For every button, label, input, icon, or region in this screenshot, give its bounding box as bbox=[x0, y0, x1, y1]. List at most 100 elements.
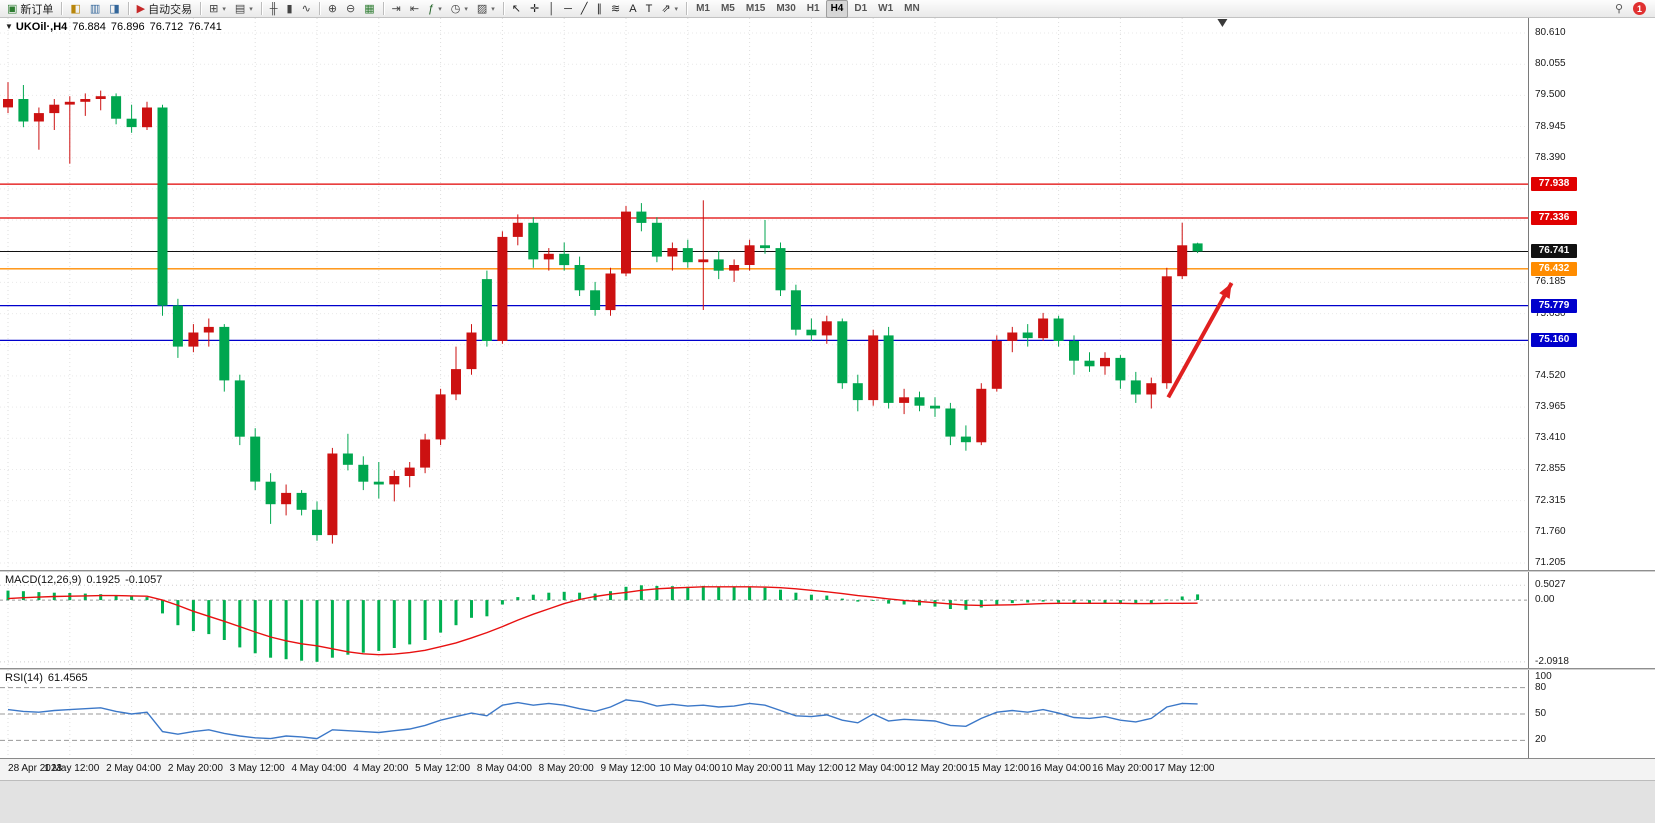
candle-body bbox=[1161, 276, 1172, 384]
time-axis-label: 1 May 12:00 bbox=[44, 763, 100, 774]
data-window-icon: ▥ bbox=[89, 2, 101, 15]
price-scale-label: 76.185 bbox=[1535, 276, 1566, 288]
clock-icon: ◷ bbox=[450, 2, 461, 15]
pane-separator[interactable] bbox=[0, 668, 1655, 670]
macd-histogram-bar bbox=[470, 600, 473, 618]
timeframe-m5[interactable]: M5 bbox=[716, 0, 740, 18]
macd-histogram-bar bbox=[145, 597, 149, 601]
price-scale[interactable]: 80.61080.05579.50078.94578.39077.83577.2… bbox=[1528, 18, 1655, 758]
macd-indicator-pane[interactable]: MACD(12,26,9) 0.1925 -0.1057 bbox=[0, 572, 1528, 668]
time-axis-label: 9 May 12:00 bbox=[600, 763, 656, 774]
periods-button[interactable]: ◷ ▾ bbox=[447, 0, 472, 18]
cursor-button[interactable]: ↖ bbox=[508, 0, 525, 18]
timeframe-h4-label: H4 bbox=[830, 3, 844, 14]
pane-separator[interactable] bbox=[0, 570, 1655, 572]
trendline-button[interactable]: ╱ bbox=[577, 0, 592, 18]
arrow-annotation-head[interactable] bbox=[1219, 283, 1232, 299]
time-axis-label: 12 May 04:00 bbox=[844, 763, 906, 774]
tile-windows-button[interactable]: ▦ bbox=[360, 0, 378, 18]
candle-body bbox=[157, 107, 168, 306]
macd-scale-label: 0.00 bbox=[1535, 594, 1555, 606]
toolbar-group: ◧ ▥ ◨ bbox=[66, 0, 123, 18]
notification-badge[interactable]: 1 bbox=[1633, 2, 1646, 15]
horizontal-line-button[interactable]: ─ bbox=[560, 0, 576, 18]
search-button[interactable]: ⚲ bbox=[1611, 0, 1627, 18]
candle-body bbox=[373, 481, 384, 485]
candlestick-chart-canvas[interactable] bbox=[0, 18, 1528, 570]
timeframe-m30[interactable]: M30 bbox=[771, 0, 800, 18]
new-order-button[interactable]: ▣ 新订单 bbox=[3, 0, 57, 18]
dropdown-arrow-icon[interactable]: ▾ bbox=[674, 5, 679, 13]
arrow-annotation[interactable] bbox=[1166, 282, 1234, 399]
timeframe-h1[interactable]: H1 bbox=[802, 0, 825, 18]
fibonacci-button[interactable]: ≋ bbox=[607, 0, 624, 18]
one-click-trading-arrow-icon[interactable]: ▼ bbox=[5, 22, 13, 31]
timeframe-w1-label: W1 bbox=[878, 3, 894, 14]
dropdown-arrow-icon[interactable]: ▾ bbox=[249, 5, 253, 13]
timeframe-w1[interactable]: W1 bbox=[873, 0, 898, 18]
macd-name: MACD(12,26,9) bbox=[5, 574, 82, 586]
candle-body bbox=[1053, 318, 1064, 341]
candle-body bbox=[698, 259, 709, 263]
profiles-button[interactable]: ▤ ▾ bbox=[231, 0, 257, 18]
time-axis[interactable]: 28 Apr 2023 1 May 12:00 2 May 04:00 2 May 2… bbox=[0, 758, 1655, 780]
chart-shift-icon: ⇤ bbox=[409, 2, 420, 15]
text-button[interactable]: A bbox=[625, 0, 640, 18]
dropdown-arrow-icon[interactable]: ▾ bbox=[438, 5, 442, 13]
text-label-button[interactable]: T bbox=[642, 0, 657, 18]
timeframe-mn[interactable]: MN bbox=[899, 0, 925, 18]
templates-button[interactable]: ▨ ▾ bbox=[473, 0, 499, 18]
macd-histogram-bar bbox=[763, 587, 767, 601]
candlestick-chart-button[interactable]: ▮ bbox=[283, 0, 297, 18]
candle-body bbox=[296, 492, 307, 510]
rsi-chart-canvas[interactable] bbox=[0, 670, 1528, 758]
dropdown-arrow-icon[interactable]: ▾ bbox=[464, 5, 468, 13]
candle-body bbox=[1146, 383, 1157, 395]
dropdown-arrow-icon[interactable]: ▾ bbox=[222, 5, 226, 13]
indicators-button[interactable]: ƒ ▾ bbox=[424, 0, 446, 18]
data-window-button[interactable]: ▥ bbox=[86, 0, 104, 18]
candle-body bbox=[512, 222, 523, 237]
price-scale-label: 73.965 bbox=[1535, 401, 1566, 413]
candle-body bbox=[651, 222, 662, 257]
auto-scroll-button[interactable]: ⇥ bbox=[388, 0, 405, 18]
dropdown-arrow-icon[interactable]: ▾ bbox=[491, 5, 495, 13]
timeframe-m15[interactable]: M15 bbox=[741, 0, 770, 18]
bar-chart-button[interactable]: ╫ bbox=[266, 0, 282, 18]
timeframe-m1[interactable]: M1 bbox=[691, 0, 715, 18]
arrows-button[interactable]: ⇗ ▾ bbox=[657, 0, 682, 18]
candle-body bbox=[559, 253, 570, 266]
macd-histogram-bar bbox=[423, 600, 427, 640]
macd-histogram-bar bbox=[1196, 594, 1200, 600]
navigator-button[interactable]: ◨ bbox=[105, 0, 123, 18]
line-chart-button[interactable]: ∿ bbox=[298, 0, 315, 18]
macd-histogram-bar bbox=[207, 600, 211, 635]
candle-body bbox=[172, 305, 183, 347]
timeframe-d1[interactable]: D1 bbox=[849, 0, 872, 18]
crosshair-button[interactable]: ✛ bbox=[526, 0, 543, 18]
line-chart-icon: ∿ bbox=[301, 2, 311, 15]
timeframe-h4[interactable]: H4 bbox=[825, 0, 849, 18]
candle-body bbox=[435, 394, 446, 440]
main-chart-pane[interactable]: ▼ UKOil·,H4 76.884 76.896 76.712 76.741 bbox=[0, 18, 1528, 570]
macd-histogram-bar bbox=[856, 600, 860, 602]
macd-histogram-bar bbox=[1103, 600, 1107, 604]
candle-body bbox=[883, 335, 894, 403]
zoom-in-button[interactable]: ⊕ bbox=[324, 0, 341, 18]
toolbar-separator bbox=[260, 2, 262, 15]
zoom-out-icon: ⊖ bbox=[346, 2, 356, 15]
channel-button[interactable]: ∥ bbox=[593, 0, 607, 18]
macd-histogram-bar bbox=[253, 600, 257, 654]
price-scale-label: 80.055 bbox=[1535, 58, 1566, 70]
candle-body bbox=[80, 99, 91, 102]
rsi-indicator-pane[interactable]: RSI(14) 61.4565 bbox=[0, 670, 1528, 758]
new-chart-button[interactable]: ⊞ ▾ bbox=[205, 0, 230, 18]
autotrading-button[interactable]: ▶ 自动交易 bbox=[133, 0, 196, 18]
macd-chart-canvas[interactable] bbox=[0, 572, 1528, 668]
chart-shift-button[interactable]: ⇤ bbox=[406, 0, 423, 18]
toolbar-group: ▣ 新订单 bbox=[3, 0, 57, 18]
time-axis-label: 16 May 04:00 bbox=[1030, 763, 1091, 774]
zoom-out-button[interactable]: ⊖ bbox=[342, 0, 359, 18]
vertical-line-button[interactable]: │ bbox=[544, 0, 559, 18]
market-watch-button[interactable]: ◧ bbox=[66, 0, 84, 18]
